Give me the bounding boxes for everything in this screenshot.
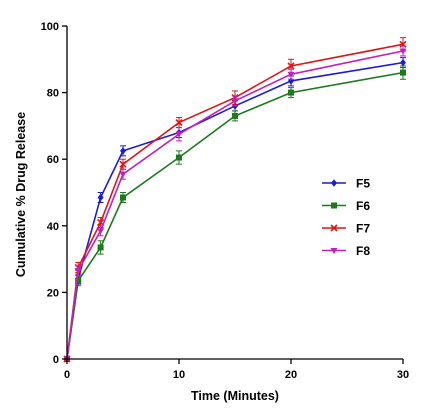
series-F8 (63, 45, 407, 363)
x-tick-label: 10 (173, 369, 185, 381)
legend-label: F6 (356, 199, 370, 213)
x-tick-label: 30 (397, 369, 409, 381)
y-tick-label: 100 (41, 21, 59, 33)
data-point (119, 171, 127, 178)
legend-item-F8: F8 (322, 244, 370, 258)
data-point (119, 160, 127, 168)
series-line (66, 43, 404, 360)
y-axis-title: Cumulative % Drug Release (14, 112, 28, 277)
data-point (288, 89, 294, 96)
data-point (75, 277, 82, 284)
y-tick-label: 40 (47, 221, 59, 233)
legend-marker (330, 224, 338, 232)
legend-item-F5: F5 (322, 177, 370, 191)
series-line (66, 50, 404, 360)
legend-marker (331, 179, 337, 187)
legend-label: F8 (356, 244, 370, 258)
legend-label: F5 (356, 177, 370, 191)
legend-marker (331, 202, 337, 209)
data-point (120, 147, 126, 155)
data-point (97, 244, 104, 251)
y-tick-label: 0 (53, 354, 59, 366)
y-tick-label: 20 (47, 287, 59, 299)
legend-marker (330, 248, 338, 254)
data-point (120, 194, 126, 201)
data-point (400, 58, 406, 67)
data-point (175, 119, 183, 127)
legend-label: F7 (356, 222, 370, 236)
data-point (97, 193, 104, 202)
data-point (176, 154, 182, 161)
x-tick-label: 0 (64, 369, 70, 381)
data-point (232, 112, 238, 119)
data-point (400, 69, 406, 76)
x-axis-title: Time (Minutes) (191, 389, 279, 403)
y-tick-label: 60 (47, 154, 59, 166)
data-point (399, 48, 407, 55)
legend-item-F7: F7 (322, 222, 370, 236)
y-tick-label: 80 (47, 88, 59, 100)
data-point (97, 228, 105, 235)
series-F6 (64, 65, 406, 362)
data-point (287, 62, 295, 70)
x-tick-label: 20 (285, 369, 297, 381)
data-point (287, 71, 295, 78)
legend: F5 F6 F7 F8 (322, 177, 370, 258)
data-point (74, 268, 82, 275)
series-line (66, 71, 404, 360)
series-F7 (63, 37, 407, 363)
legend-item-F6: F6 (322, 199, 370, 213)
data-point (231, 98, 239, 105)
plot-lines (63, 37, 407, 363)
data-point (175, 131, 183, 138)
axes: 0 20 40 60 80 100 0 10 20 30 (41, 21, 409, 381)
